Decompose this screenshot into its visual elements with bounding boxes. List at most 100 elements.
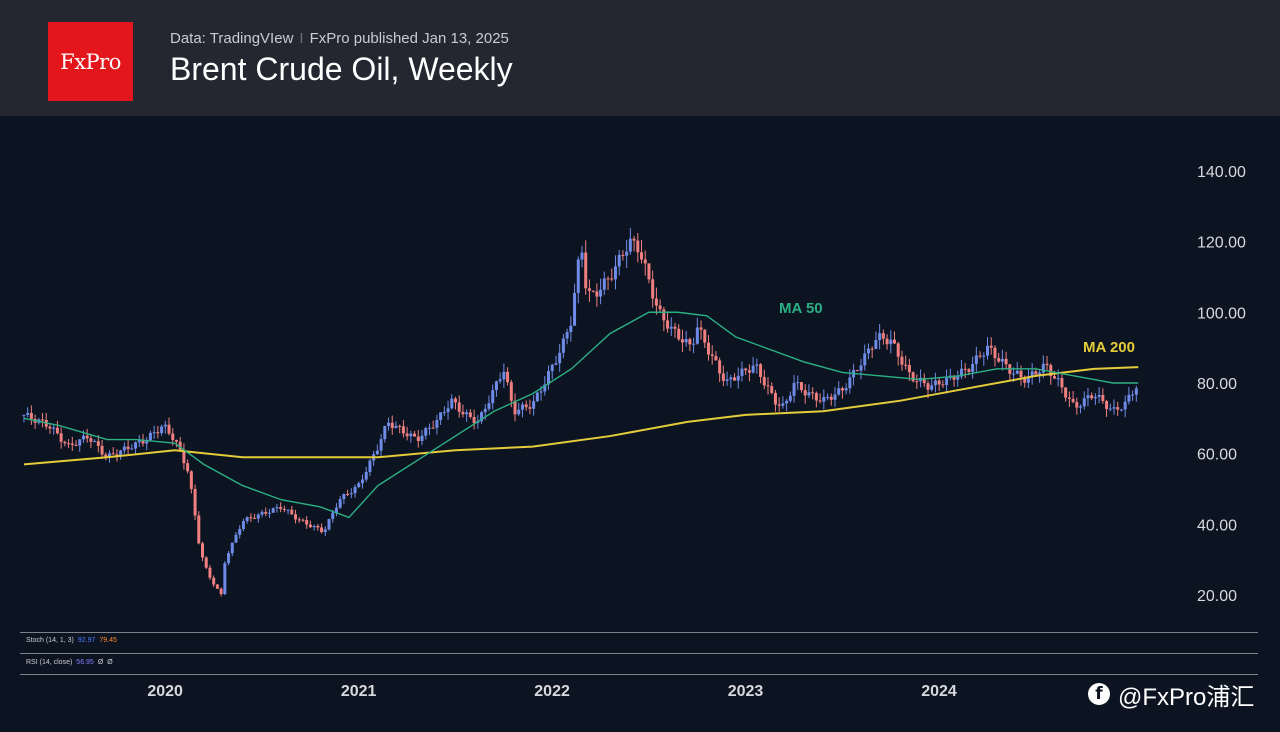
candle-body bbox=[472, 416, 476, 424]
candle-body bbox=[453, 398, 457, 403]
candle-body bbox=[208, 567, 212, 578]
candle-body bbox=[640, 252, 644, 260]
candle-body bbox=[126, 446, 130, 450]
candle-body bbox=[554, 363, 558, 365]
candle-body bbox=[599, 289, 603, 297]
candle-body bbox=[1131, 394, 1135, 396]
candle-body bbox=[148, 432, 152, 441]
x-tick-label: 2024 bbox=[921, 683, 957, 700]
candle-body bbox=[297, 519, 301, 521]
candle-body bbox=[989, 345, 993, 348]
candle-body bbox=[85, 435, 89, 439]
candle-body bbox=[111, 453, 115, 455]
candle-body bbox=[1093, 396, 1097, 399]
candle-body bbox=[543, 384, 547, 392]
candle-body bbox=[974, 355, 978, 364]
candle-body bbox=[349, 493, 353, 495]
candle-body bbox=[837, 388, 841, 395]
candle-body bbox=[219, 588, 223, 595]
candle-body bbox=[271, 508, 275, 513]
ma-200-line bbox=[23, 366, 1139, 466]
candle-body bbox=[360, 479, 364, 484]
y-tick-label: 20.00 bbox=[1197, 588, 1237, 605]
candle-body bbox=[1090, 395, 1094, 399]
candle-body bbox=[260, 511, 264, 515]
candle-body bbox=[997, 358, 1001, 362]
candle-body bbox=[539, 391, 543, 393]
candle-body bbox=[651, 279, 655, 299]
candle-body bbox=[658, 305, 662, 310]
candle-body bbox=[1086, 395, 1090, 399]
candle-body bbox=[509, 382, 513, 401]
candle-body bbox=[81, 435, 85, 440]
candle-body bbox=[937, 380, 941, 385]
stoch-indicator[interactable]: Stoch (14, 1, 3) 92.97 79.45 bbox=[26, 637, 117, 644]
candle-body bbox=[803, 390, 807, 396]
candle-body bbox=[688, 339, 692, 345]
candle-body bbox=[576, 259, 580, 293]
candle-body bbox=[1075, 402, 1079, 408]
candle-body bbox=[1067, 397, 1071, 400]
candle-body bbox=[904, 364, 908, 366]
candle-body bbox=[174, 439, 178, 442]
candle-body bbox=[1045, 363, 1049, 366]
candle-body bbox=[1012, 373, 1016, 375]
candle-body bbox=[189, 471, 193, 489]
y-tick-label: 100.00 bbox=[1197, 305, 1246, 322]
candle-body bbox=[565, 332, 569, 339]
rsi-indicator[interactable]: RSI (14, close) 56.95 Ø Ø bbox=[26, 659, 113, 666]
candle-body bbox=[308, 524, 312, 528]
candle-body bbox=[959, 368, 963, 377]
candle-body bbox=[487, 403, 491, 409]
candle-body bbox=[74, 444, 78, 446]
candle-body bbox=[818, 400, 822, 402]
candle-body bbox=[647, 263, 651, 280]
candle-body bbox=[413, 433, 417, 437]
candle-body bbox=[215, 584, 219, 589]
candle-body bbox=[26, 412, 30, 415]
candle-body bbox=[1112, 407, 1116, 409]
candle-body bbox=[55, 427, 59, 434]
candle-body bbox=[1119, 409, 1123, 411]
candle-body bbox=[517, 409, 521, 415]
candle-body bbox=[230, 542, 234, 554]
candle-body bbox=[848, 377, 852, 389]
candle-body bbox=[234, 534, 238, 543]
candle-body bbox=[59, 433, 63, 442]
y-tick-label: 60.00 bbox=[1197, 447, 1237, 464]
candle-body bbox=[364, 471, 368, 480]
candle-body bbox=[669, 326, 673, 329]
candle-body bbox=[156, 432, 160, 434]
candle-body bbox=[439, 412, 443, 421]
candle-body bbox=[446, 408, 450, 413]
x-tick-label: 2020 bbox=[147, 683, 183, 700]
candle-body bbox=[922, 377, 926, 384]
candle-body bbox=[654, 298, 658, 306]
candle-body bbox=[833, 394, 837, 400]
candle-body bbox=[1127, 394, 1131, 402]
candle-body bbox=[963, 368, 967, 370]
candle-body bbox=[119, 450, 123, 456]
price-chart: MA 50 MA 200 140.00 120.00 100.00 80.00 60.0… bbox=[22, 164, 1246, 700]
candle-body bbox=[483, 408, 487, 413]
candle-body bbox=[822, 396, 826, 402]
candle-body bbox=[792, 382, 796, 396]
candle-body bbox=[811, 392, 815, 394]
candle-body bbox=[1060, 378, 1064, 388]
candle-body bbox=[1004, 358, 1008, 365]
candle-body bbox=[788, 395, 792, 401]
candle-body bbox=[1064, 387, 1068, 398]
candle-body bbox=[580, 252, 584, 260]
candle-body bbox=[528, 407, 532, 409]
candle-body bbox=[152, 432, 156, 434]
candle-body bbox=[933, 380, 937, 386]
candle-body bbox=[777, 404, 781, 406]
candle-body bbox=[662, 309, 666, 321]
candle-body bbox=[253, 517, 257, 519]
candle-body bbox=[241, 521, 245, 529]
candle-body bbox=[718, 360, 722, 374]
candle-body bbox=[863, 353, 867, 366]
candle-body bbox=[323, 529, 327, 533]
candle-body bbox=[108, 453, 112, 457]
candle-body bbox=[420, 435, 424, 442]
